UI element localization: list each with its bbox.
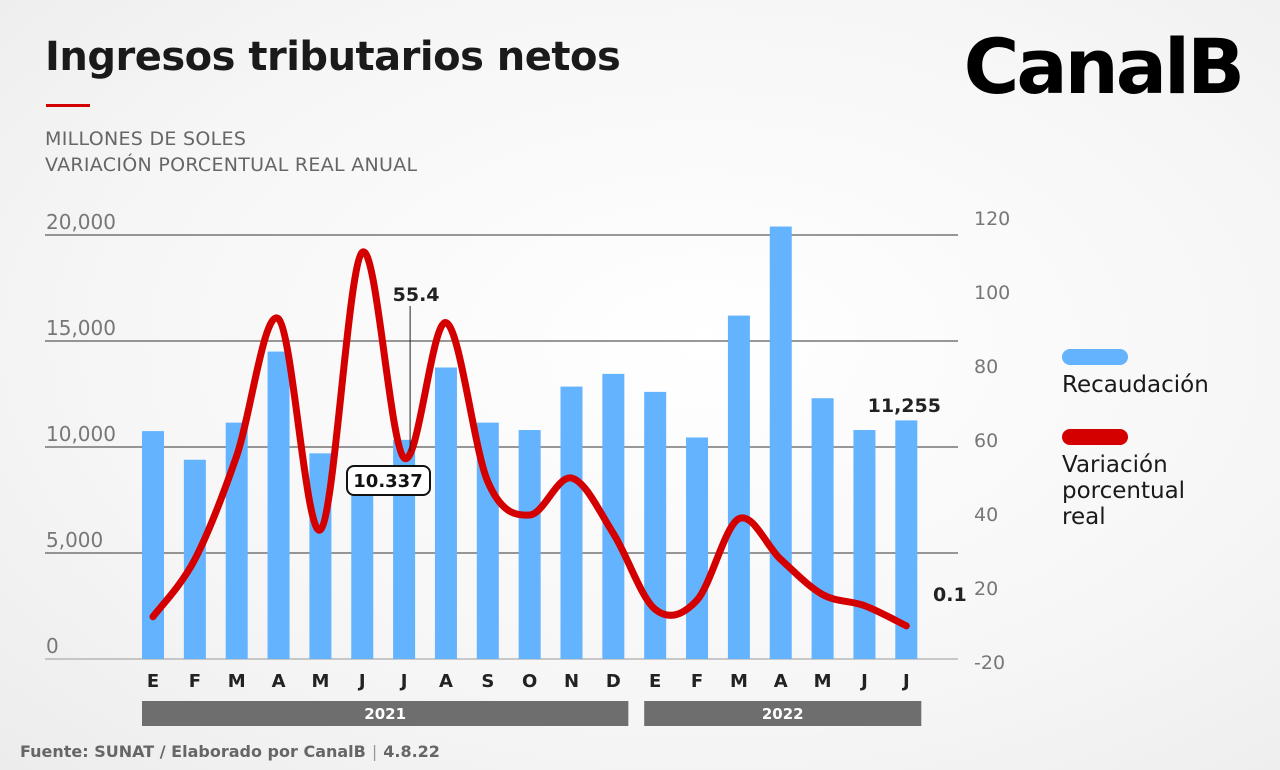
x-axis-label: M (814, 671, 832, 692)
annotation-label: 11,255 (868, 395, 941, 417)
year-band-label: 2021 (364, 705, 406, 723)
left-axis-tick-label: 15,000 (46, 316, 116, 340)
right-axis-tick-label: 120 (974, 208, 1010, 230)
x-axis-label: A (439, 671, 453, 692)
bar (351, 489, 374, 659)
right-axis-tick-label: 80 (974, 356, 998, 378)
x-axis-label: J (859, 671, 868, 692)
legend-swatch-variacion (1062, 429, 1128, 445)
x-axis-label: M (730, 671, 748, 692)
bar (686, 437, 709, 659)
annotation-label: 10.337 (353, 471, 422, 492)
subtitle-variation: VARIACIÓN PORCENTUAL REAL ANUAL (45, 154, 418, 176)
x-axis-label: S (481, 671, 494, 692)
chart-title: Ingresos tributarios netos (45, 34, 621, 80)
annotation-box (346, 465, 431, 496)
left-axis-tick-label: 20,000 (46, 210, 116, 234)
annotation-label: 0.1 (933, 584, 967, 606)
left-axis-tick-label: 5,000 (46, 528, 103, 552)
bar (225, 422, 248, 659)
left-axis-tick-label: 10,000 (46, 422, 116, 446)
year-band (644, 701, 922, 726)
x-axis-label: M (228, 671, 246, 692)
x-axis-label: M (311, 671, 329, 692)
annotation-label: 55.4 (393, 284, 440, 306)
left-axis-tick-label: 0 (46, 634, 59, 658)
variation-line (149, 248, 910, 630)
bar (727, 315, 750, 659)
bar (518, 430, 541, 659)
right-axis-tick-label: 60 (974, 430, 998, 452)
right-axis-tick-label: 100 (974, 282, 1010, 304)
brand-logo: CanalB (963, 22, 1245, 111)
x-axis-label: N (564, 671, 579, 692)
x-axis-label: E (147, 671, 159, 692)
x-axis-label: J (399, 671, 408, 692)
right-axis-tick-label: 20 (974, 578, 998, 600)
x-axis-label: J (901, 671, 910, 692)
legend-swatch-recaudacion (1062, 349, 1128, 365)
bar (644, 391, 667, 659)
x-axis-label: A (774, 671, 788, 692)
bar (476, 422, 499, 659)
bar (602, 373, 625, 659)
x-axis-label: A (272, 671, 286, 692)
bar (811, 398, 834, 659)
footer-source: Fuente: SUNAT / Elaborado por CanalB (20, 742, 366, 761)
legend-label-variacion: Variación porcentual real (1062, 452, 1186, 530)
year-band (142, 701, 629, 726)
bar (434, 367, 457, 659)
x-axis-label: F (189, 671, 201, 692)
x-axis-label: F (691, 671, 703, 692)
subtitle-units: MILLONES DE SOLES (45, 128, 247, 150)
footer-separator: | (371, 742, 378, 761)
x-axis-label: O (522, 671, 537, 692)
footer-date: 4.8.22 (383, 742, 440, 761)
x-axis-label: J (357, 671, 366, 692)
bar (853, 430, 876, 659)
x-axis-label: D (606, 671, 621, 692)
right-axis-tick-label: 40 (974, 504, 998, 526)
right-axis-tick-label: -20 (974, 652, 1005, 674)
year-band-label: 2022 (762, 705, 804, 723)
footer: Fuente: SUNAT / Elaborado por CanalB | 4.8… (20, 742, 440, 761)
bar (769, 226, 792, 659)
bar (560, 386, 583, 659)
x-axis-label: E (649, 671, 661, 692)
title-accent-rule (46, 104, 90, 107)
bar (895, 420, 918, 659)
bar (142, 431, 164, 659)
bar (267, 351, 290, 659)
legend-label-recaudacion: Recaudación (1062, 372, 1209, 398)
